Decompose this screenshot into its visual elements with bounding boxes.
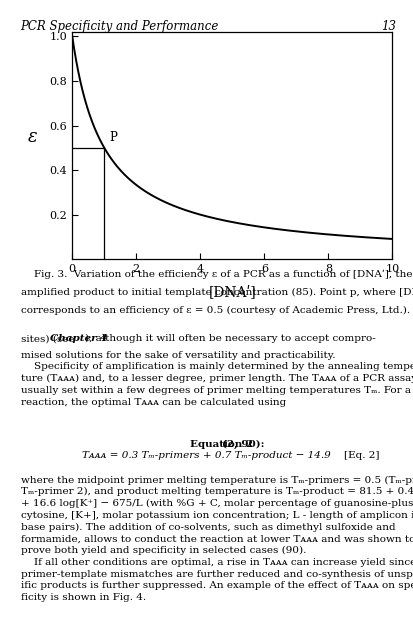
X-axis label: [DNAʹ]: [DNAʹ] [209,285,256,299]
Text: P: P [109,131,117,145]
Text: Chapter 4: Chapter 4 [50,334,108,343]
Text: (2, 90):: (2, 90): [222,440,265,449]
Text: PCR Specificity and Performance: PCR Specificity and Performance [21,20,219,33]
Text: 13: 13 [382,20,396,33]
Text: corresponds to an efficiency of ε = 0.5 (courtesy of Academic Press, Ltd.).: corresponds to an efficiency of ε = 0.5 … [21,306,410,315]
Text: [Eq. 2]: [Eq. 2] [344,451,380,460]
Text: Equation 2: Equation 2 [190,440,257,449]
Text: sites) (see: sites) (see [21,334,77,343]
Text: where the midpoint primer melting temperature is Tₘ-primers = 0.5 (Tₘ-primer1 +
: where the midpoint primer melting temper… [21,476,413,602]
Text: amplified product to initial template concentration (85). Point p, where [DNAʹ]=: amplified product to initial template co… [21,288,413,298]
Y-axis label: ε: ε [28,127,38,146]
Text: ), although it will often be necessary to accept compro-: ), although it will often be necessary t… [85,334,375,343]
Text: Fig. 3.  Variation of the efficiency ε of a PCR as a function of [DNAʹ], the rat: Fig. 3. Variation of the efficiency ε of… [21,270,413,280]
Text: Tᴀᴀᴀ = 0.3 Tₘ-primers + 0.7 Tₘ-product − 14.9: Tᴀᴀᴀ = 0.3 Tₘ-primers + 0.7 Tₘ-product −… [82,451,331,460]
Text: mised solutions for the sake of versatility and practicability.
    Specificity : mised solutions for the sake of versatil… [21,351,413,406]
